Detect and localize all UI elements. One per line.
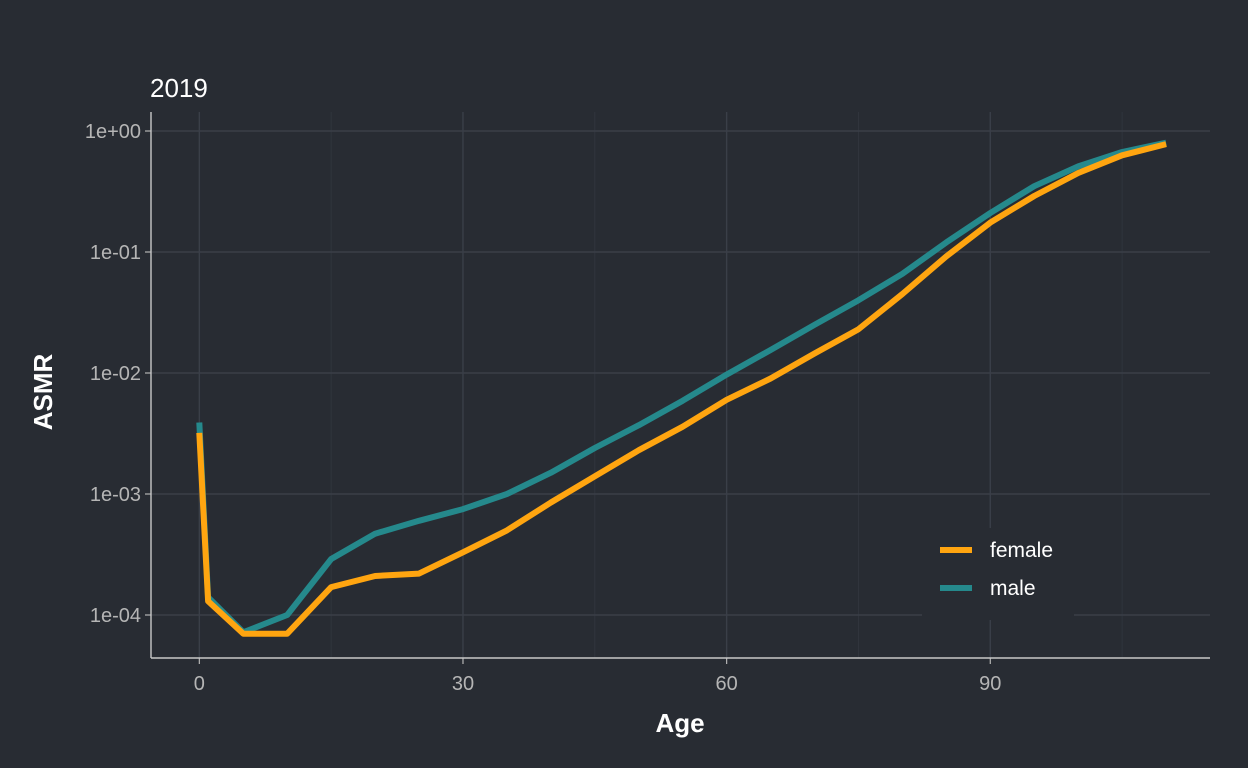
- y-tick-label: 1e-04: [90, 605, 141, 627]
- legend-label-female: female: [990, 539, 1053, 562]
- chart-title: 2019: [150, 73, 208, 103]
- legend: female male: [922, 528, 1074, 620]
- y-axis-title: ASMR: [28, 354, 58, 431]
- x-tick-label: 30: [452, 673, 474, 695]
- series-line-female: [196, 141, 1167, 637]
- x-tick-label: 60: [716, 673, 738, 695]
- axes: [145, 112, 1210, 664]
- tick-labels: 0 30 60 90 1e-04 1e-03 1e-02 1e-01 1e+00: [85, 121, 1002, 695]
- x-tick-label: 90: [979, 673, 1001, 695]
- series-line-male: [196, 139, 1167, 636]
- y-tick-label: 1e-02: [90, 363, 141, 385]
- x-axis-title: Age: [655, 708, 704, 738]
- x-tick-label: 0: [194, 673, 205, 695]
- y-tick-label: 1e-01: [90, 242, 141, 264]
- y-tick-label: 1e+00: [85, 121, 141, 143]
- grid: [151, 112, 1210, 658]
- series-layer: [196, 139, 1167, 637]
- legend-label-male: male: [990, 577, 1036, 600]
- legend-box: [922, 528, 1074, 620]
- y-tick-label: 1e-03: [90, 484, 141, 506]
